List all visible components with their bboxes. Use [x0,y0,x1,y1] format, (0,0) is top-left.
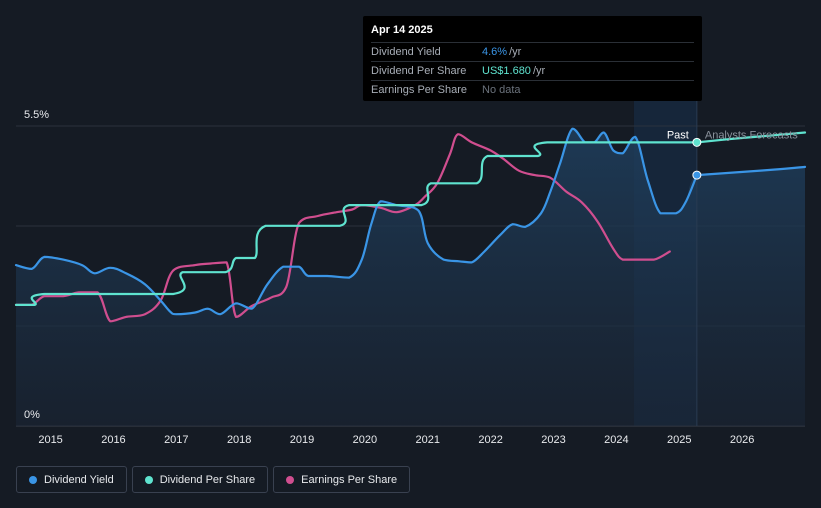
x-tick-label: 2018 [227,434,251,446]
series-layer [14,127,807,323]
tooltip-row-earnings-per-share: Earnings Per Share No data [371,80,694,99]
tooltip-row-dividend-per-share: Dividend Per Share US$1.680/yr [371,61,694,80]
x-tick-label: 2024 [604,434,628,446]
legend-dot-icon [144,475,153,484]
x-axis: 2015 2016 2017 2018 2019 2020 2021 2022 2023 2024… [38,434,754,446]
x-tick-label: 2015 [38,434,62,446]
today-point-yield [692,170,702,180]
x-tick-label: 2023 [541,434,565,446]
legend-label: Dividend Yield [44,473,114,486]
legend-item-dividend-yield[interactable]: Dividend Yield [16,466,127,493]
tooltip-value: No data [482,84,521,96]
y-tick-label: 5.5% [24,109,49,121]
dividend-yield-area [16,128,805,426]
chart-tooltip: Apr 14 2025 Dividend Yield 4.6%/yr Divid… [363,16,702,101]
today-point-dps [692,137,702,147]
tooltip-unit: /yr [509,46,522,58]
series-forecast-yield [695,165,807,177]
x-tick-label: 2019 [290,434,314,446]
legend-item-dividend-per-share[interactable]: Dividend Per Share [131,466,269,493]
past-label: Past [667,129,689,141]
x-tick-label: 2017 [164,434,188,446]
legend-dot-icon [286,475,295,484]
tooltip-value: 4.6% [482,46,508,58]
legend-dot-icon [29,475,37,484]
tooltip-value: US$1.680 [482,65,531,77]
legend: Dividend Yield Dividend Per Share Earnin… [16,466,411,493]
tooltip-unit: /yr [532,65,546,77]
analysts-forecasts-label: Analysts Forecasts [705,129,798,141]
tooltip-label: Dividend Per Share [371,65,467,77]
y-tick-label: 0% [24,409,40,421]
tooltip-label: Earnings Per Share [371,84,467,96]
tooltip-label: Dividend Yield [371,46,441,58]
x-tick-label: 2026 [730,434,754,446]
x-tick-label: 2021 [416,434,440,446]
tooltip-row-dividend-yield: Dividend Yield 4.6%/yr [371,42,694,61]
series-line-yield [14,127,698,316]
series-forecast-dps [695,131,807,144]
x-tick-label: 2020 [353,434,377,446]
x-tick-label: 2025 [667,434,691,446]
y-axis: 5.5% 0% [24,109,49,421]
series-line-eps [14,133,671,323]
x-tick-label: 2016 [101,434,125,446]
x-tick-label: 2022 [478,434,502,446]
legend-label: Dividend Per Share [159,473,256,486]
tooltip-date: Apr 14 2025 [371,24,433,36]
legend-item-earnings-per-share[interactable]: Earnings Per Share [273,466,411,493]
series-line-dps [14,141,698,306]
legend-label: Earnings Per Share [301,473,398,486]
